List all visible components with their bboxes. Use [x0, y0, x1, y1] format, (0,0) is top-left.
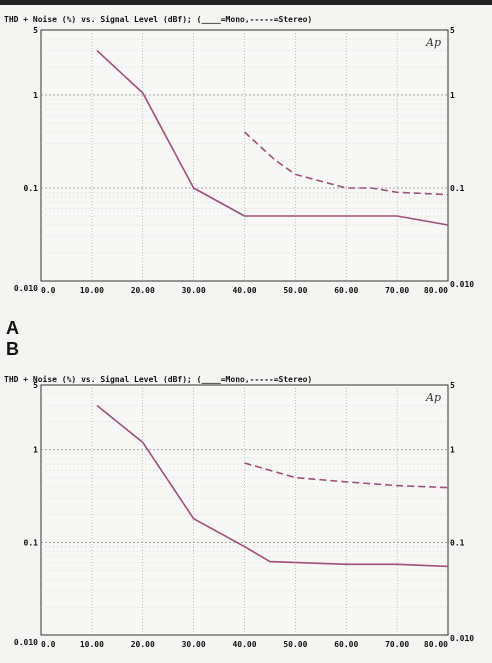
top-rule [0, 0, 492, 5]
panel-label-b: B [6, 339, 19, 359]
y-tick-label-left: 0.010 [14, 638, 38, 647]
y-tick-label-right: 5 [450, 381, 455, 390]
x-tick-label: 60.00 [334, 640, 358, 649]
x-tick-label: 50.00 [283, 286, 307, 295]
x-tick-label: 40.00 [232, 640, 256, 649]
series-line-mono [96, 404, 449, 568]
x-tick-label: 0.0 [41, 640, 56, 649]
series-line-stereo [243, 131, 449, 196]
ap-logo: Ap [425, 36, 441, 49]
series-line-mono [96, 50, 449, 226]
x-tick-label: 30.00 [182, 286, 206, 295]
x-tick-label: 20.00 [131, 286, 155, 295]
chart-title: THD + Noise (%) vs. Signal Level (dBf); … [4, 14, 312, 24]
y-tick-label-left: 1 [33, 91, 38, 100]
x-tick-label: 60.00 [334, 286, 358, 295]
y-tick-label-right: 5 [450, 26, 455, 35]
x-tick-label: 0.0 [41, 286, 56, 295]
x-tick-label: 40.00 [232, 286, 256, 295]
y-tick-label-right: 0.010 [450, 280, 474, 289]
series-line-stereo [244, 462, 449, 489]
y-tick-label-right: 1 [450, 91, 455, 100]
y-tick-label-right: 0.1 [450, 538, 465, 547]
y-tick-label-left: 0.010 [14, 284, 38, 293]
plot-area [40, 29, 449, 282]
x-tick-label: 70.00 [385, 286, 409, 295]
panel-label-a: A [6, 318, 19, 338]
x-tick-label: 80.00 [424, 640, 448, 649]
y-tick-label-left: 0.1 [24, 538, 39, 547]
chart-b: THD + Noise (%) vs. Signal Level (dBf); … [4, 374, 474, 649]
x-tick-label: 70.00 [385, 640, 409, 649]
y-tick-label-right: 0.010 [450, 634, 474, 643]
y-tick-label-right: 0.1 [450, 184, 465, 193]
y-tick-label-left: 5 [33, 26, 38, 35]
ap-logo: Ap [425, 391, 441, 404]
x-tick-label: 80.00 [424, 286, 448, 295]
x-tick-label: 20.00 [131, 640, 155, 649]
x-tick-label: 30.00 [182, 640, 206, 649]
y-tick-label-left: 0.1 [24, 184, 39, 193]
chart-title: THD + Noise (%) vs. Signal Level (dBf); … [4, 374, 312, 384]
y-tick-label-left: 1 [33, 446, 38, 455]
y-tick-label-right: 1 [450, 446, 455, 455]
chart-a: THD + Noise (%) vs. Signal Level (dBf); … [4, 14, 474, 295]
x-tick-label: 10.00 [80, 640, 104, 649]
plot-area [40, 384, 449, 636]
x-tick-label: 50.00 [283, 640, 307, 649]
x-tick-label: 10.00 [80, 286, 104, 295]
y-tick-label-left: 5 [33, 381, 38, 390]
